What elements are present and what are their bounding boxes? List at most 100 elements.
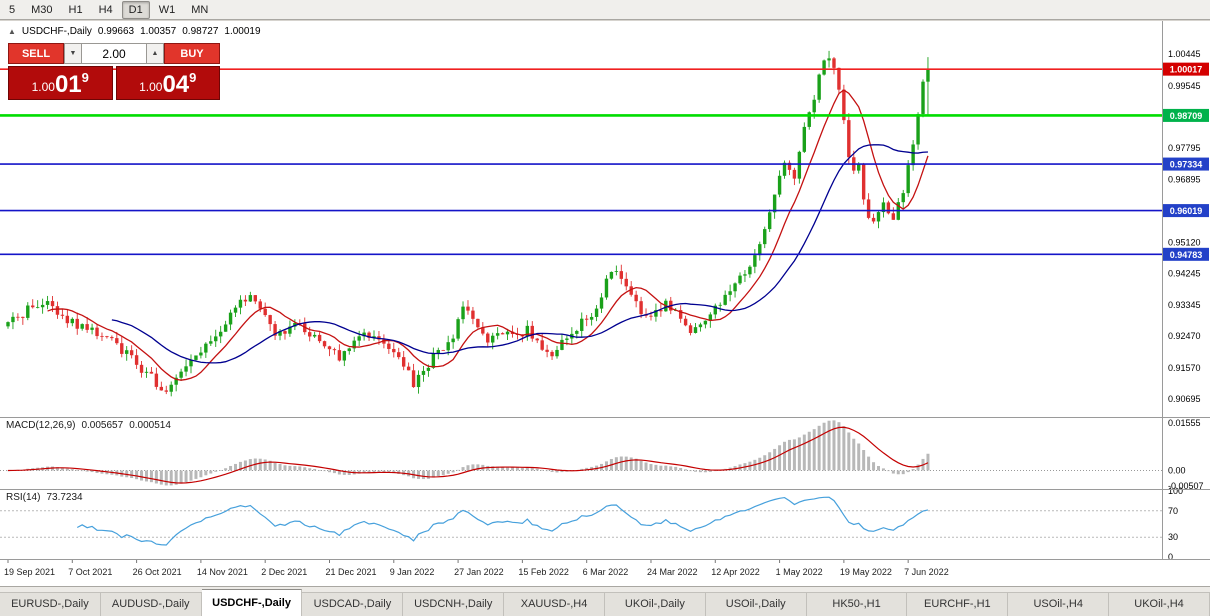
rsi-panel <box>0 496 1162 546</box>
ohlc-low: 0.98727 <box>182 26 219 37</box>
svg-text:0.98709: 0.98709 <box>1170 111 1203 121</box>
svg-text:0.91570: 0.91570 <box>1168 363 1201 373</box>
rsi-indicator-label: RSI(14) 73.7234 <box>6 492 89 503</box>
ohlc-open: 0.99663 <box>97 26 135 37</box>
svg-text:1 May 2022: 1 May 2022 <box>776 567 823 577</box>
svg-text:0.99545: 0.99545 <box>1168 81 1201 91</box>
svg-text:-0.00507: -0.00507 <box>1168 481 1204 491</box>
tab-eurchf-h1[interactable]: EURCHF-,H1 <box>907 592 1009 616</box>
buy-price-pips: 04 <box>162 71 190 99</box>
chart-tabbar: EURUSD-,Daily AUDUSD-,Daily USDCHF-,Daily U… <box>0 586 1210 616</box>
buy-button[interactable]: BUY <box>164 43 220 64</box>
svg-text:0.94783: 0.94783 <box>1170 250 1203 260</box>
svg-text:100: 100 <box>1168 486 1183 496</box>
svg-text:7 Oct 2021: 7 Oct 2021 <box>68 567 112 577</box>
svg-text:0.94245: 0.94245 <box>1168 268 1201 278</box>
timeframe-button-w1[interactable]: W1 <box>158 3 176 16</box>
svg-text:19 May 2022: 19 May 2022 <box>840 567 892 577</box>
macd-signal-line <box>7 426 929 484</box>
trade-panel-toggle-icon[interactable]: ▲ <box>8 27 16 36</box>
macd-value: 0.005657 <box>81 420 124 431</box>
ma-slow-line <box>111 144 928 364</box>
svg-text:6 Mar 2022: 6 Mar 2022 <box>583 567 629 577</box>
macd-name: MACD(12,26,9) <box>6 420 76 431</box>
timeframe-button-h4[interactable]: H4 <box>98 3 113 16</box>
svg-text:14 Nov 2021: 14 Nov 2021 <box>197 567 248 577</box>
chart-window: 1.004450.995450.986500.977950.968950.951… <box>0 21 1210 586</box>
chart-canvas[interactable]: 1.004450.995450.986500.977950.968950.951… <box>0 21 1210 586</box>
sell-button[interactable]: SELL <box>8 43 64 64</box>
trade-prices-row: 1.00 01 9 1.00 04 9 <box>8 66 220 100</box>
candlestick-series <box>6 50 930 397</box>
svg-text:1.00445: 1.00445 <box>1168 49 1201 59</box>
timeframe-button-h1[interactable]: H1 <box>68 3 83 16</box>
svg-text:1.00017: 1.00017 <box>1170 65 1203 75</box>
timeframe-button-d1[interactable]: D1 <box>121 0 150 19</box>
volume-dropdown-button[interactable]: ▼ <box>64 43 82 64</box>
svg-text:27 Jan 2022: 27 Jan 2022 <box>454 567 504 577</box>
svg-text:30: 30 <box>1168 532 1178 542</box>
svg-text:0.01555: 0.01555 <box>1168 418 1201 428</box>
sell-price-box[interactable]: 1.00 01 9 <box>8 66 113 100</box>
tab-usoil-h4[interactable]: USOil-,H4 <box>1008 592 1110 616</box>
price-axis-ticks: 1.004450.995450.986500.977950.968950.951… <box>1168 49 1201 404</box>
chevron-up-icon: ▲ <box>151 50 159 57</box>
timeframe-button-mn[interactable]: MN <box>191 3 209 16</box>
macd-signal-value: 0.000514 <box>129 420 171 431</box>
sell-price-pips: 01 <box>54 71 82 99</box>
tab-xauusd-h4[interactable]: XAUUSD-,H4 <box>504 592 605 616</box>
tab-usdcad-daily[interactable]: USDCAD-,Daily <box>302 592 404 616</box>
ma-fast-line <box>47 89 929 381</box>
timeframe-button-m30[interactable]: M30 <box>31 3 53 16</box>
svg-text:0.92470: 0.92470 <box>1168 331 1201 341</box>
svg-text:0: 0 <box>1168 552 1173 562</box>
ohlc-close: 1.00019 <box>224 26 261 37</box>
symbol-period-label: USDCHF-,Daily <box>21 26 92 37</box>
tab-ukoil-h4[interactable]: UKOil-,H4 <box>1109 592 1210 616</box>
volume-stepper-button[interactable]: ▲ <box>146 43 164 64</box>
buy-price-fraction: 9 <box>189 70 197 85</box>
ohlc-high: 1.00357 <box>140 26 177 37</box>
rsi-value: 73.7234 <box>46 492 83 503</box>
svg-text:0.93345: 0.93345 <box>1168 300 1201 310</box>
moving-average-lines <box>47 89 929 381</box>
svg-text:7 Jun 2022: 7 Jun 2022 <box>904 567 949 577</box>
svg-text:0.97334: 0.97334 <box>1170 160 1203 170</box>
tab-eurusd-daily[interactable]: EURUSD-,Daily <box>0 592 101 616</box>
tab-hk50-h1[interactable]: HK50-,H1 <box>806 592 908 616</box>
macd-indicator-label: MACD(12,26,9) 0.005657 0.000514 <box>6 420 177 431</box>
sell-price-fraction: 9 <box>81 70 89 85</box>
rsi-line <box>76 496 929 546</box>
date-axis: 19 Sep 2021 7 Oct 2021 26 Oct 2021 14 Nov 2… <box>4 559 949 577</box>
rsi-axis-ticks: 100 70 30 0 <box>1168 486 1183 562</box>
rsi-name: RSI(14) <box>6 492 41 503</box>
timeframe-button-5[interactable]: 5 <box>9 3 16 16</box>
svg-text:24 Mar 2022: 24 Mar 2022 <box>647 567 698 577</box>
macd-histogram <box>0 420 1162 486</box>
svg-text:9 Jan 2022: 9 Jan 2022 <box>390 567 435 577</box>
price-axis-badges: 1.00017 0.98709 0.97334 0.96019 0.94783 <box>1163 62 1209 261</box>
chevron-down-icon: ▼ <box>69 50 77 57</box>
tab-ukoil-daily[interactable]: UKOil-,Daily <box>604 592 706 616</box>
tab-audusd-daily[interactable]: AUDUSD-,Daily <box>100 592 202 616</box>
macd-axis-ticks: 0.01555 0.00 -0.00507 <box>1168 418 1204 491</box>
svg-text:26 Oct 2021: 26 Oct 2021 <box>133 567 182 577</box>
one-click-trading-panel: SELL ▼ ▲ BUY 1.00 01 9 1.00 04 9 <box>8 43 220 100</box>
svg-text:2 Dec 2021: 2 Dec 2021 <box>261 567 307 577</box>
svg-text:70: 70 <box>1168 506 1178 516</box>
svg-text:0.95120: 0.95120 <box>1168 237 1201 247</box>
svg-text:0.96895: 0.96895 <box>1168 175 1201 185</box>
sell-price-bigfigure: 1.00 <box>31 80 55 94</box>
buy-price-box[interactable]: 1.00 04 9 <box>115 66 220 100</box>
tab-usdchf-daily[interactable]: USDCHF-,Daily <box>201 589 303 616</box>
timeframe-toolbar: 5 M30 H1 H4 D1 W1 MN <box>0 0 1210 20</box>
tab-usoil-daily[interactable]: USOil-,Daily <box>705 592 807 616</box>
svg-text:0.90695: 0.90695 <box>1168 394 1201 404</box>
svg-text:0.00: 0.00 <box>1168 466 1186 476</box>
svg-text:19 Sep 2021: 19 Sep 2021 <box>4 567 55 577</box>
tab-usdcnh-daily[interactable]: USDCNH-,Daily <box>403 592 505 616</box>
volume-input[interactable] <box>82 43 146 64</box>
chart-title: ▲ USDCHF-,Daily 0.99663 1.00357 0.98727 … <box>8 26 261 37</box>
buy-price-bigfigure: 1.00 <box>139 80 163 94</box>
svg-text:15 Feb 2022: 15 Feb 2022 <box>518 567 569 577</box>
